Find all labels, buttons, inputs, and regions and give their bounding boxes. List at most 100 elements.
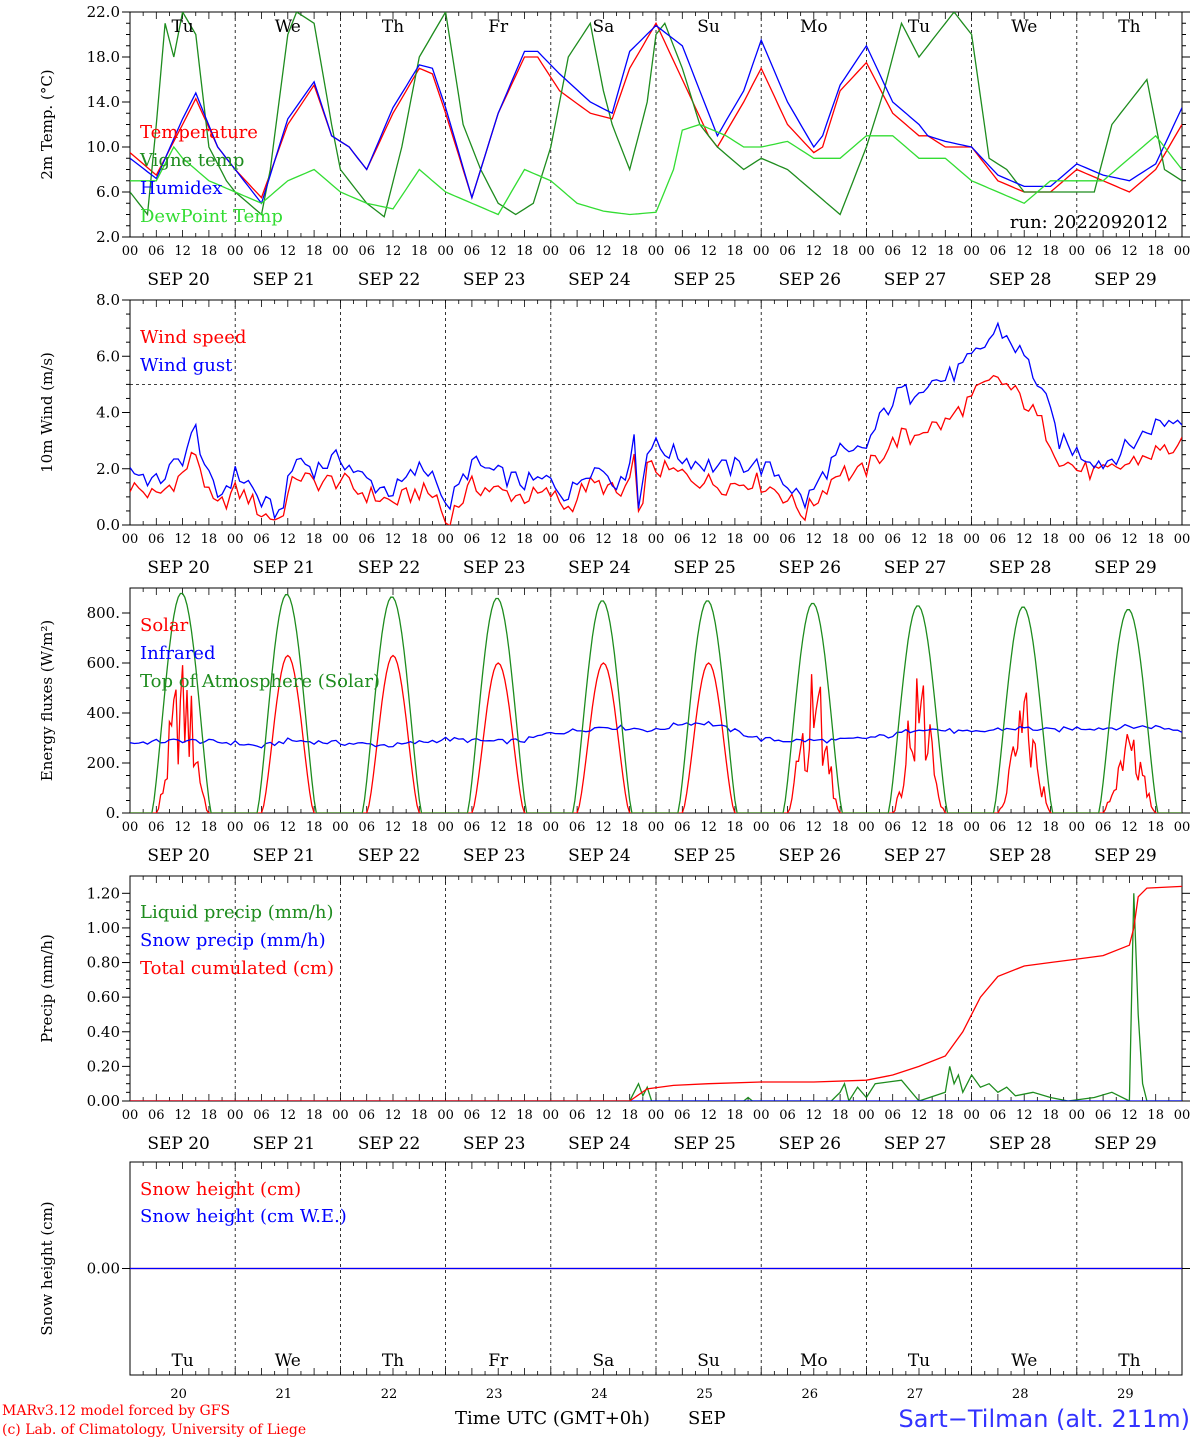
y-tick-label: 0.00 [87, 1092, 120, 1110]
hour-tick-label: 12 [806, 1108, 823, 1123]
legend-entry: Vigne temp [139, 150, 244, 171]
hour-tick-label: 06 [884, 532, 901, 547]
hour-tick-label: 18 [727, 532, 744, 547]
hour-tick-label: 06 [148, 244, 165, 259]
series-line-wind-speed [130, 374, 1182, 525]
date-label: SEP 26 [779, 558, 842, 578]
day-number-label: 23 [486, 1387, 503, 1402]
hour-tick-label: 06 [253, 244, 270, 259]
legend-entry: Solar [140, 615, 189, 636]
date-label: SEP 21 [253, 846, 316, 866]
weekday-label: Th [382, 17, 404, 37]
hour-tick-label: 06 [358, 532, 375, 547]
hour-tick-label: 12 [1121, 532, 1138, 547]
series-line-humidex [130, 24, 1182, 205]
hour-tick-label: 12 [174, 244, 191, 259]
hour-tick-label: 00 [332, 532, 349, 547]
legend-entry: Liquid precip (mm/h) [140, 902, 334, 923]
x-axis-label: Time UTC (GMT+0h) [455, 1408, 650, 1429]
y-tick-label: 0.00 [87, 1260, 120, 1278]
weekday-label: Su [697, 17, 720, 37]
hour-tick-label: 12 [911, 1108, 928, 1123]
hour-tick-label: 12 [595, 1108, 612, 1123]
hour-tick-label: 12 [911, 244, 928, 259]
hour-tick-label: 00 [963, 820, 980, 835]
y-tick-label: 0.40 [87, 1023, 120, 1041]
hour-tick-label: 00 [963, 244, 980, 259]
hour-tick-label: 00 [753, 532, 770, 547]
hour-tick-label: 18 [306, 244, 323, 259]
day-number-label: 27 [907, 1387, 924, 1402]
hour-tick-label: 00 [332, 1108, 349, 1123]
date-label: SEP 28 [989, 1134, 1052, 1154]
hour-tick-label: 06 [990, 532, 1007, 547]
series-line-temperature [130, 21, 1182, 200]
hour-tick-label: 06 [779, 820, 796, 835]
hour-tick-label: 18 [937, 244, 954, 259]
hour-tick-label: 00 [753, 244, 770, 259]
series-line-wind-gust [130, 321, 1182, 520]
date-label: SEP 25 [673, 1134, 736, 1154]
hour-tick-label: 18 [306, 820, 323, 835]
hour-tick-label: 12 [1016, 1108, 1033, 1123]
run-label: run: 2022092012 [1010, 212, 1168, 233]
legend-entry: Wind gust [140, 355, 233, 376]
date-label: SEP 25 [673, 846, 736, 866]
y-tick-label: 400. [87, 704, 120, 722]
hour-tick-label: 18 [201, 1108, 218, 1123]
series-group [130, 12, 1182, 218]
hour-tick-label: 06 [779, 1108, 796, 1123]
weekday-label: Th [1118, 17, 1140, 37]
hour-tick-label: 18 [621, 820, 638, 835]
legend-entry: Infrared [140, 643, 215, 664]
date-label: SEP 23 [463, 1134, 526, 1154]
hour-tick-label: 12 [385, 820, 402, 835]
hour-tick-label: 06 [1095, 1108, 1112, 1123]
hour-tick-label: 00 [858, 532, 875, 547]
hour-tick-label: 12 [911, 532, 928, 547]
y-axis-label: 10m Wind (m/s) [38, 352, 56, 473]
date-label: SEP 26 [779, 846, 842, 866]
date-label: SEP 23 [463, 270, 526, 290]
hour-tick-label: 00 [1069, 1108, 1086, 1123]
hour-tick-label: 00 [1174, 532, 1191, 547]
day-number-label: 26 [802, 1387, 819, 1402]
y-tick-label: 6.0 [96, 347, 120, 365]
date-label: SEP 22 [358, 270, 421, 290]
date-label: SEP 29 [1094, 1134, 1157, 1154]
hour-tick-label: 18 [201, 244, 218, 259]
legend-entry: Temperature [140, 122, 258, 143]
hour-tick-label: 12 [385, 244, 402, 259]
hour-tick-label: 12 [806, 820, 823, 835]
hour-tick-label: 18 [832, 1108, 849, 1123]
hour-tick-label: 12 [700, 820, 717, 835]
y-tick-label: 14.0 [87, 93, 120, 111]
y-tick-label: 0.80 [87, 954, 120, 972]
hour-tick-label: 06 [674, 1108, 691, 1123]
hour-tick-label: 18 [516, 1108, 533, 1123]
hour-tick-label: 00 [648, 532, 665, 547]
hour-tick-label: 06 [990, 244, 1007, 259]
date-label: SEP 22 [358, 558, 421, 578]
hour-tick-label: 06 [1095, 532, 1112, 547]
hour-tick-label: 18 [306, 1108, 323, 1123]
hour-tick-label: 12 [1016, 820, 1033, 835]
hour-tick-label: 18 [937, 820, 954, 835]
hour-tick-label: 12 [595, 532, 612, 547]
hour-tick-label: 12 [385, 1108, 402, 1123]
y-tick-label: 1.20 [87, 884, 120, 902]
hour-tick-label: 18 [832, 820, 849, 835]
hour-tick-label: 12 [490, 244, 507, 259]
y-axis-label: Snow height (cm) [38, 1201, 56, 1335]
hour-tick-label: 00 [543, 244, 560, 259]
hour-tick-label: 18 [937, 1108, 954, 1123]
hour-tick-label: 18 [516, 820, 533, 835]
x-axis-month: SEP [688, 1408, 726, 1429]
day-number-label: 25 [696, 1387, 713, 1402]
weekday-label: Mo [800, 17, 828, 37]
day-number-label: 28 [1012, 1387, 1029, 1402]
date-label: SEP 24 [568, 270, 631, 290]
hour-tick-label: 18 [727, 1108, 744, 1123]
site-name: Sart−Tilman (alt. 211m) [899, 1405, 1190, 1433]
